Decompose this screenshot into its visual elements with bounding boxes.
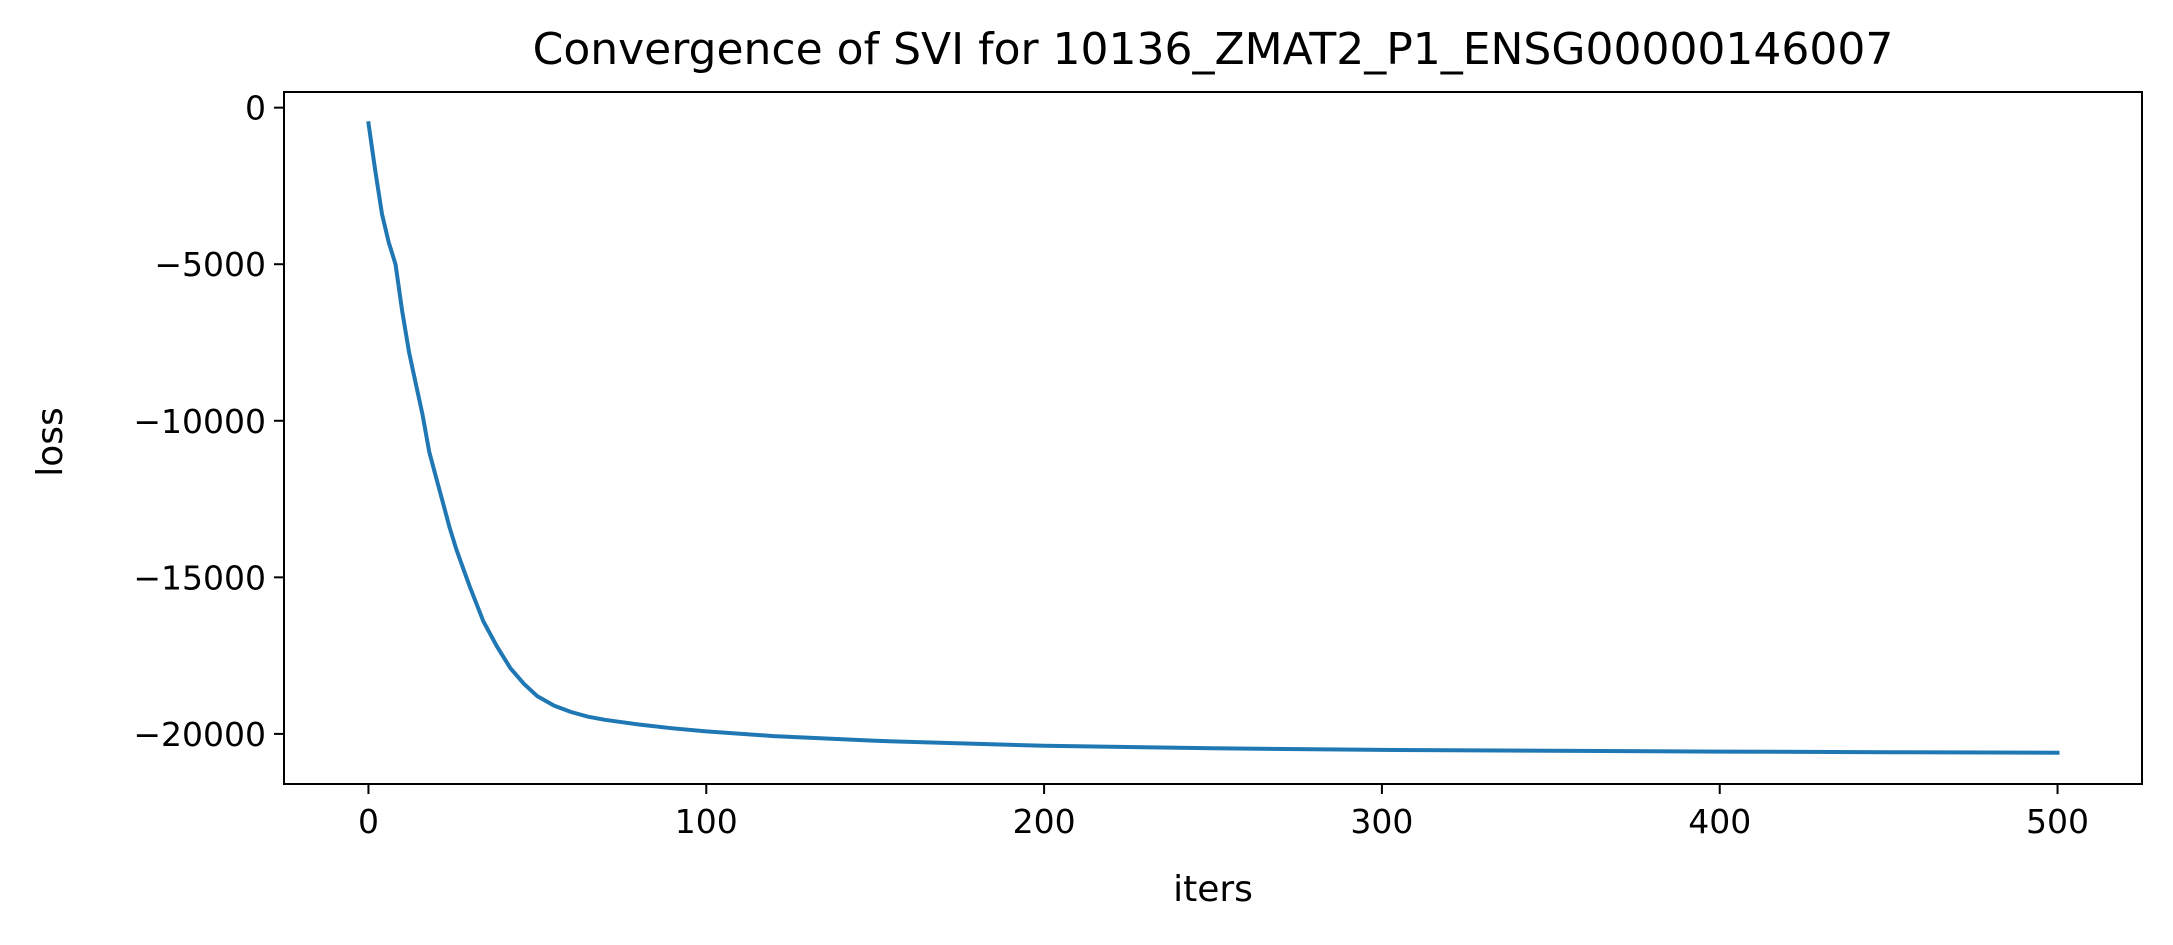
x-tick-label: 300	[1350, 802, 1413, 841]
x-tick-label: 500	[2026, 802, 2089, 841]
loss-series-line	[366, 121, 2060, 755]
plot-area-frame	[283, 91, 2143, 785]
x-tick-label: 0	[358, 802, 379, 841]
y-axis-label: loss	[30, 407, 71, 477]
series-layer	[366, 121, 2060, 755]
x-tick-label: 100	[675, 802, 738, 841]
y-axis-ticks: 0 −5000 −10000 −15000 −20000	[133, 89, 284, 754]
x-tick-label: 200	[1013, 802, 1076, 841]
y-tick-label: 0	[245, 89, 266, 128]
x-axis-ticks: 0 100 200 300 400 500	[358, 784, 2089, 841]
x-axis-label: iters	[1173, 869, 1253, 910]
chart-title: Convergence of SVI for 10136_ZMAT2_P1_EN…	[533, 24, 1894, 75]
y-tick-label: −15000	[133, 558, 266, 597]
y-tick-label: −20000	[133, 715, 266, 754]
y-tick-label: −10000	[133, 402, 266, 441]
x-tick-label: 400	[1688, 802, 1751, 841]
y-tick-label: −5000	[154, 245, 266, 284]
